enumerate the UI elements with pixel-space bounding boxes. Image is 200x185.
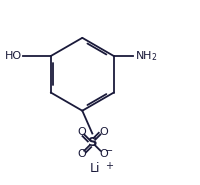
Text: S: S [88,136,97,149]
Text: Li: Li [90,162,101,175]
Text: −: − [105,146,113,156]
Text: O: O [99,149,108,159]
Text: +: + [105,161,113,171]
Text: O: O [77,127,86,137]
Text: O: O [99,127,108,137]
Text: O: O [77,149,86,159]
Text: NH$_2$: NH$_2$ [135,49,157,63]
Text: HO: HO [5,51,22,61]
